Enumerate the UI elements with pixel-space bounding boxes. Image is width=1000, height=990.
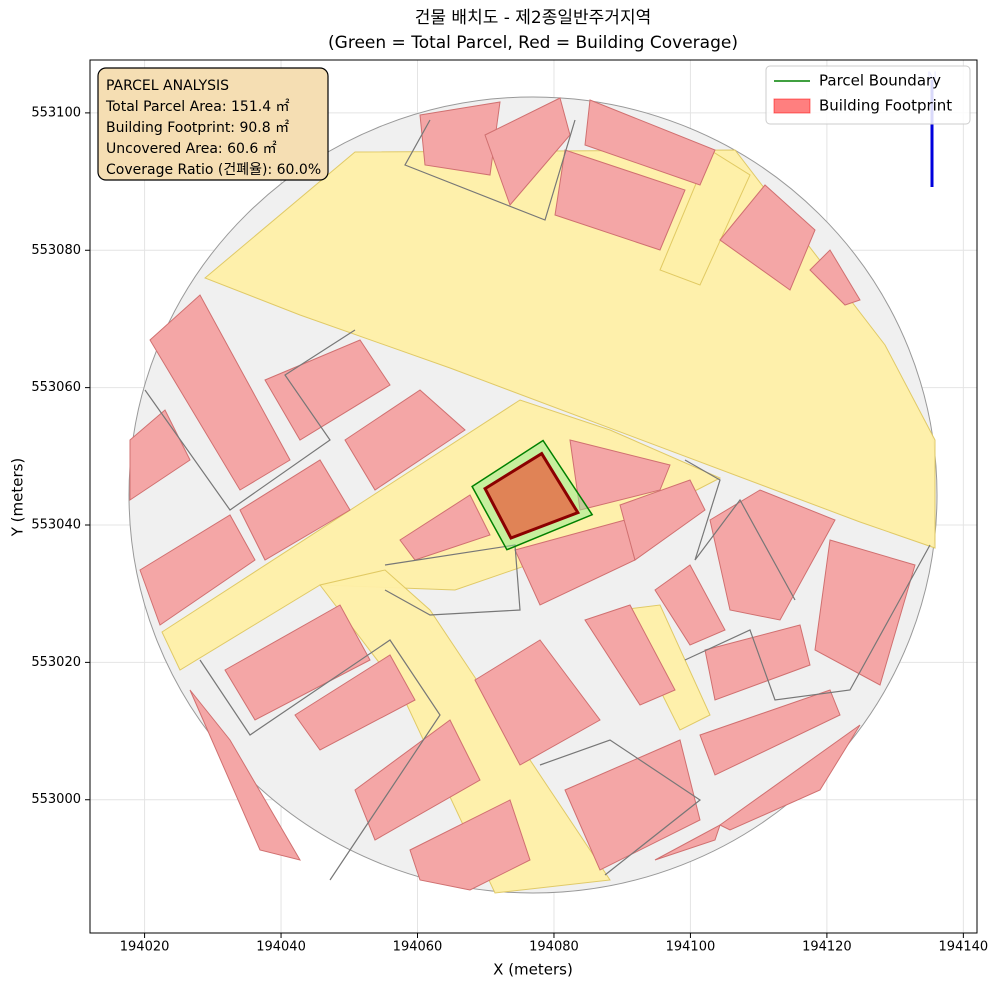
y-tick-label: 553000 [31,792,81,807]
x-tick-label: 194140 [939,940,989,955]
building [399,494,491,561]
building [569,439,671,511]
building [699,689,841,776]
lot-line [404,119,576,221]
x-tick-label: 194040 [256,940,306,955]
building [719,184,816,291]
y-axis-label: Y (meters) [9,458,27,538]
road [659,149,751,286]
building [564,739,701,871]
y-tick-label: 553100 [31,105,81,120]
legend-box [765,65,971,125]
building [139,514,256,626]
lot-line [144,329,356,511]
x-tick-label: 194060 [393,940,443,955]
annotation-line: PARCEL ANALYSIS [106,78,229,94]
legend-label: Building Footprint [819,97,952,115]
building [719,724,861,831]
lot-line [539,739,702,876]
building [419,101,501,176]
x-tick-label: 194080 [529,940,579,955]
building [619,479,706,561]
annotation: PARCEL ANALYSIS Total Parcel Area: 151.4 … [97,67,329,181]
lot-line [384,544,521,616]
y-tick-label: 553020 [31,655,81,670]
x-tick-label: 194100 [666,940,716,955]
building [264,339,391,441]
y-tick-label: 553080 [31,243,81,258]
lot-line [684,459,796,601]
y-tick-label: 553060 [31,380,81,395]
lot-line [684,544,931,701]
building [704,624,811,701]
x-tick-label: 194120 [802,940,852,955]
building [584,604,676,706]
building [814,539,916,686]
annotation-line: Building Footprint: 90.8 ㎡ [106,120,289,136]
building [224,604,371,721]
chart-title: 건물 배치도 - 제2종일반주거지역 [415,8,651,28]
building [654,564,726,646]
annotation-line: Uncovered Area: 60.6 ㎡ [106,141,277,157]
building [584,99,716,186]
building [654,823,721,861]
building [239,459,351,561]
lot-line [199,639,441,881]
chart-subtitle: (Green = Total Parcel, Red = Building Co… [328,33,738,53]
x-axis-label: X (meters) [493,961,573,979]
building [554,149,686,251]
y-tick-label: 553040 [31,518,81,533]
road [319,569,611,894]
building [474,639,601,766]
legend-label: Parcel Boundary [819,72,941,90]
building [294,654,416,751]
annotation-line: Coverage Ratio (건폐율): 60.0% [106,162,321,178]
legend: Parcel Boundary Building Footprint [765,65,971,125]
axes: 194020 194040 194060 194080 194100 194120 1941… [31,105,988,954]
building [409,799,531,891]
building-polygon [483,451,581,540]
building [149,294,291,491]
plot-frame [89,59,978,934]
legend-swatch [773,98,811,114]
building [344,389,466,491]
building [709,489,836,621]
building [809,249,861,306]
marks [471,439,594,551]
building [189,689,302,861]
annotation-box [97,67,329,181]
annotation-line: Total Parcel Area: 151.4 ㎡ [105,99,290,115]
x-tick-label: 194020 [120,940,170,955]
